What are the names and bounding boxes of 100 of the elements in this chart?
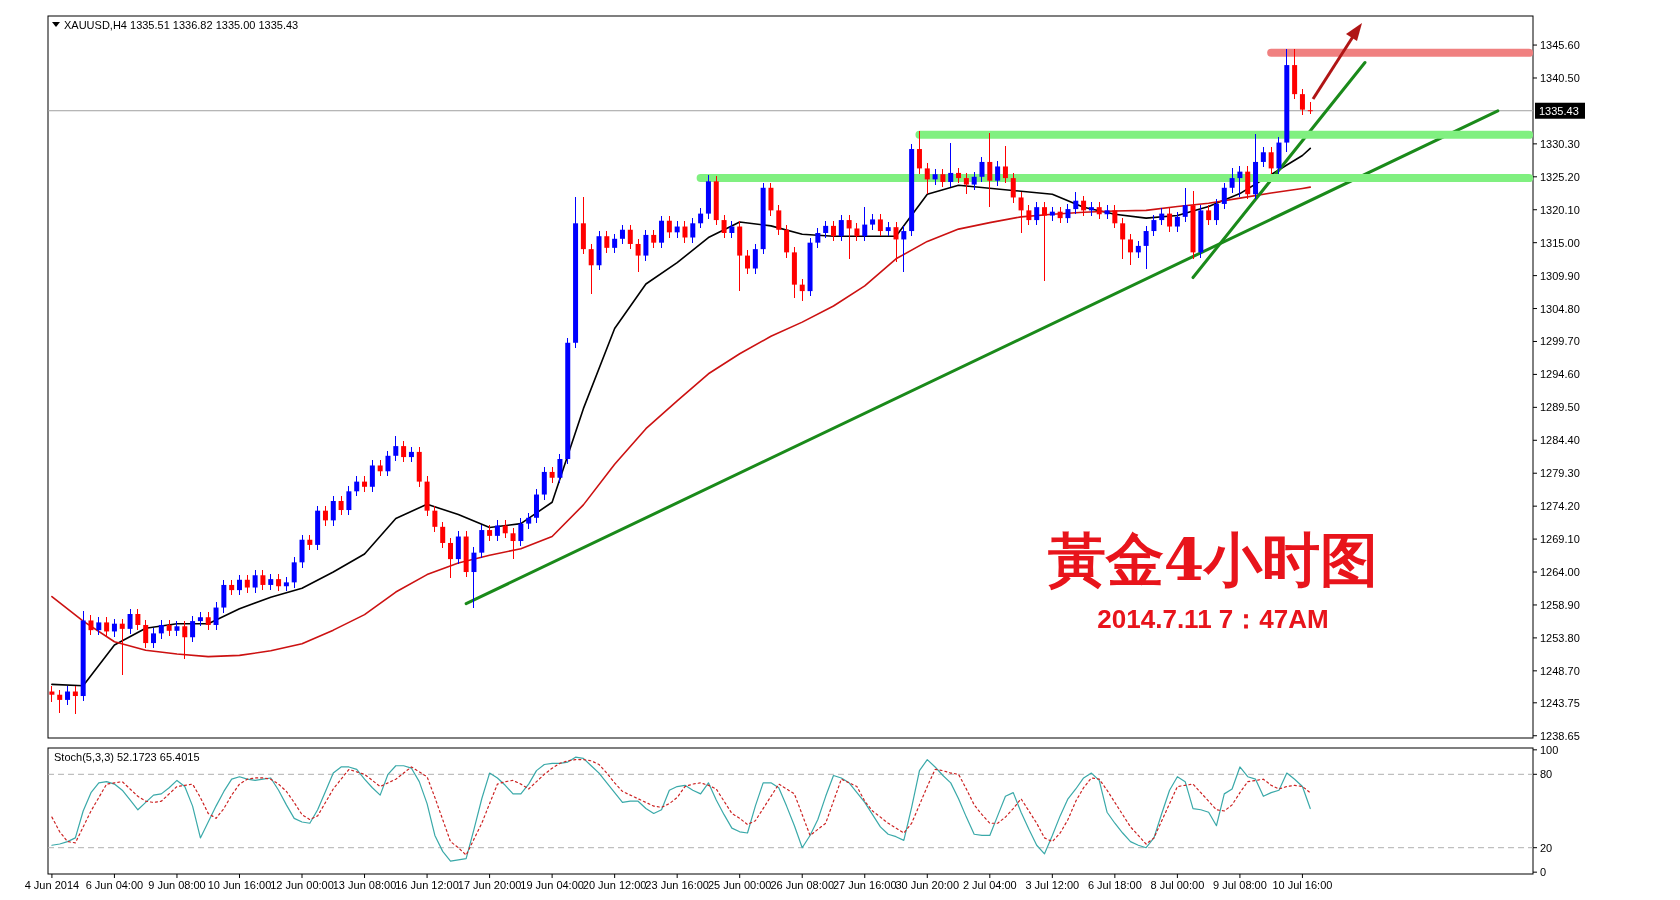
candlestick [1057,206,1063,224]
y-tick-label: 1294.60 [1540,368,1580,381]
candlestick [190,615,196,643]
candlestick [385,450,391,477]
candlestick [471,546,477,609]
candlestick [659,215,665,249]
candlestick [1151,214,1157,237]
candlestick [854,222,860,242]
x-tick-label: 9 Jul 08:00 [1212,879,1267,891]
candlestick [924,162,930,195]
candlestick [862,206,868,242]
candlestick [1127,233,1133,266]
y-tick-label: 1330.30 [1540,137,1580,150]
x-tick-label: 23 Jun 16:00 [645,879,709,891]
candlestick [916,130,922,175]
candlestick [244,574,250,594]
x-tick-label: 10 Jul 16:00 [1272,879,1333,891]
candlestick [119,618,125,676]
candlestick [213,601,219,631]
candlestick [830,220,836,242]
candlestick [151,627,157,649]
candlestick [205,611,211,631]
x-tick-label: 17 Jun 20:00 [457,879,522,891]
y-tick-label: 1325.20 [1540,170,1580,183]
candlestick [635,238,641,273]
candlestick [1167,207,1173,233]
candlestick [698,207,704,229]
candlestick [893,221,899,263]
candlestick [846,214,852,260]
candlestick [612,233,618,254]
candlestick [987,132,993,208]
y-tick-label: 1315.00 [1540,236,1580,249]
candlestick [549,466,555,484]
x-tick-label: 10 Jun 16:00 [207,879,272,891]
candlestick [1120,217,1126,260]
x-tick-label: 9 Jun 08:00 [148,879,206,891]
candlestick [1073,191,1079,215]
y-tick-label: 1345.60 [1540,39,1580,52]
ref-line-label: 1335.43 [1539,104,1579,117]
candlestick [65,685,71,706]
candlestick [322,505,328,527]
candlestick [799,278,805,302]
candlestick [401,440,407,463]
y-tick-label: 1253.80 [1540,631,1580,644]
y-tick-label: 1238.65 [1540,729,1580,742]
candlestick [1182,187,1188,223]
candlestick [627,224,633,250]
candlestick [666,215,672,239]
candlestick [510,527,516,560]
candlestick [369,459,375,493]
candlestick [995,160,1001,187]
chart-title: Stoch(5,3,3) 52.1723 65.4015 [54,751,200,763]
candlestick [1245,165,1251,200]
x-tick-label: 26 Jun 08:00 [770,879,835,891]
candlestick [57,689,63,714]
y-tick-label: 1248.70 [1540,664,1580,677]
x-tick-label: 3 Jul 12:00 [1025,879,1080,891]
candlestick [729,220,735,239]
candlestick [96,616,102,636]
candlestick [1268,146,1274,175]
candlestick [963,172,969,195]
candlestick [1065,203,1071,224]
candlestick [1034,201,1040,226]
y-tick-label: 100 [1540,743,1559,756]
x-tick-label: 12 Jun 00:00 [270,879,334,891]
candlestick [979,156,985,183]
candlestick [502,519,508,539]
candlestick [291,556,297,589]
y-tick-label: 1279.30 [1540,467,1580,480]
y-tick-label: 1243.75 [1540,696,1580,709]
candlestick [448,537,454,579]
x-tick-label: 13 Jun 08:00 [332,879,397,891]
candlestick [971,171,977,191]
candlestick [166,619,172,637]
x-tick-label: 25 Jun 00:00 [707,879,772,891]
candlestick [752,243,758,275]
candlestick [49,685,55,703]
annotation: 黃金4小时图 [1047,526,1379,594]
candlestick [940,168,946,188]
candlestick [1237,165,1243,198]
candlestick [690,217,696,244]
candlestick [1221,182,1227,210]
candlestick [541,466,547,501]
y-tick-label: 1299.70 [1540,335,1580,348]
candlestick [721,214,727,239]
candlestick [932,168,938,186]
candlestick [432,505,438,533]
x-tick-label: 20 Jun 12:00 [582,879,647,891]
candlestick [440,521,446,549]
candlestick [143,619,149,649]
candlestick [776,204,782,236]
y-tick-label: 80 [1540,768,1553,781]
candlestick [604,230,610,254]
candlestick [588,243,594,295]
candlestick [838,214,844,242]
x-tick-label: 19 Jun 04:00 [520,879,584,891]
candlestick [901,225,907,273]
candlestick [768,182,774,217]
y-tick-label: 1284.40 [1540,434,1580,447]
x-tick-label: 30 Jun 20:00 [895,879,960,891]
